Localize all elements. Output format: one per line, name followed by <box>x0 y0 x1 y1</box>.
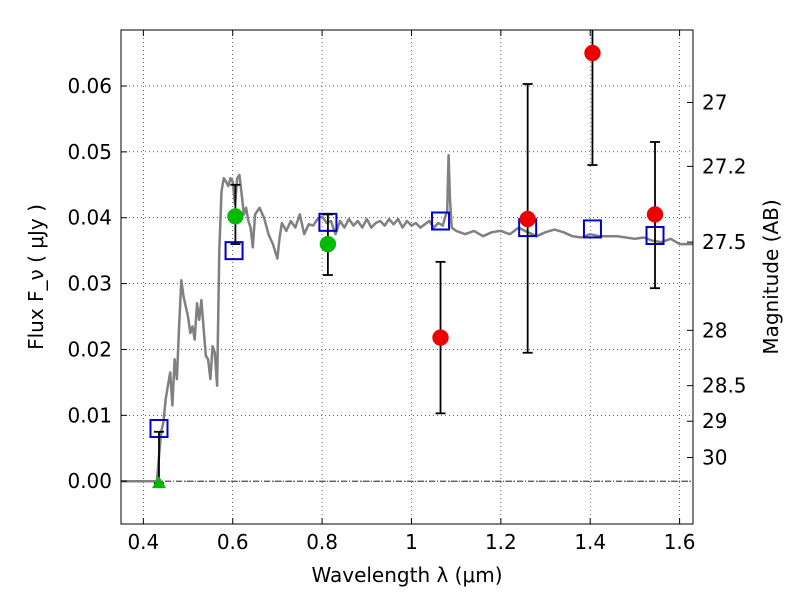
x-tick-label: 0.6 <box>217 530 249 554</box>
photometry-point <box>584 44 601 62</box>
photometry-point <box>519 210 536 228</box>
x-axis-label: Wavelength λ (μm) <box>311 563 502 587</box>
photometry-point <box>646 206 664 223</box>
grid-lines <box>121 30 693 524</box>
y-tick-label: 0.06 <box>67 74 112 98</box>
y-tick-label: 0.05 <box>67 140 112 164</box>
right-tick-label: 27.2 <box>702 154 747 178</box>
y-tick-label: 0.02 <box>67 337 112 361</box>
x-tick-label: 1.6 <box>664 530 696 554</box>
axis-ticks: 0.4 0.6 0.8 1 1.2 1.4 1.6 0.00 0.01 0.02 0.03 0.04 0… <box>67 30 747 554</box>
model-flux-square <box>224 241 244 261</box>
data-series <box>121 30 693 489</box>
x-tick-label: 0.4 <box>127 530 159 554</box>
photometry-point <box>227 208 244 225</box>
x-tick-label: 1.4 <box>574 530 606 554</box>
model-spectrum-line <box>121 153 693 483</box>
right-y-axis-label: Magnitude (AB) <box>759 199 783 354</box>
right-tick-label: 27 <box>702 90 727 114</box>
right-tick-label: 29 <box>702 409 727 433</box>
y-tick-label: 0.03 <box>67 272 112 296</box>
right-tick-label: 30 <box>702 445 727 469</box>
right-tick-label: 27.5 <box>702 230 747 254</box>
plot-frame <box>120 29 694 525</box>
model-flux-square <box>582 219 602 239</box>
x-tick-label: 1 <box>405 530 418 554</box>
y-tick-label: 0.04 <box>67 206 112 230</box>
x-tick-label: 1.2 <box>485 530 517 554</box>
photometry-point <box>432 329 449 346</box>
y-tick-label: 0.00 <box>67 469 112 493</box>
y-tick-label: 0.01 <box>67 403 112 427</box>
photometry-point <box>319 235 337 253</box>
upper-limit-triangle <box>151 476 166 489</box>
right-tick-label: 28 <box>702 318 727 342</box>
x-tick-label: 0.8 <box>306 530 338 554</box>
right-tick-label: 28.5 <box>702 374 747 398</box>
model-flux-square <box>431 211 451 231</box>
y-axis-label: Flux F_ν ( μJy ) <box>24 204 48 350</box>
